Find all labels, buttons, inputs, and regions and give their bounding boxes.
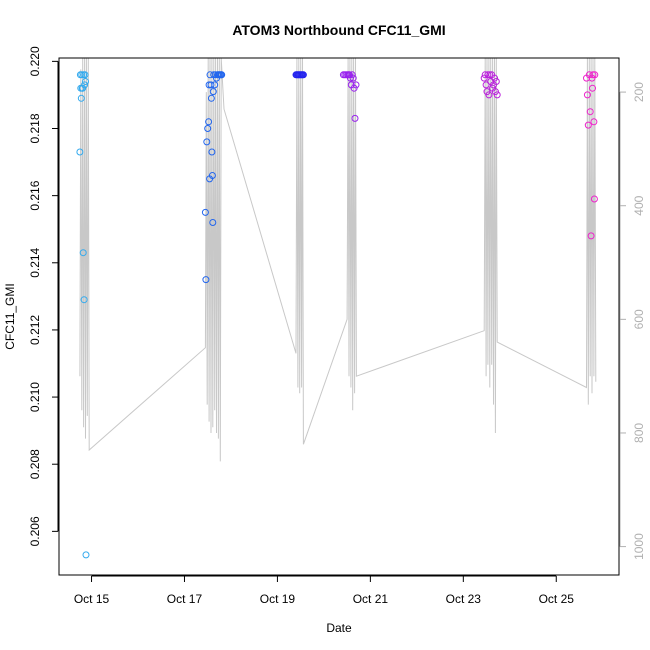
data-point xyxy=(209,219,217,226)
right-tick-label: 800 xyxy=(632,423,646,443)
plot-frame xyxy=(58,57,620,576)
data-point xyxy=(211,81,219,89)
data-point xyxy=(586,108,594,116)
pressure-line xyxy=(79,57,597,462)
series-group xyxy=(292,71,307,79)
data-point xyxy=(348,71,356,79)
y-tick-label: 0.214 xyxy=(28,247,42,277)
series-group xyxy=(583,71,599,240)
data-point xyxy=(591,71,599,79)
x-tick-label: Oct 25 xyxy=(539,592,575,606)
right-axis: 200 400 600 800 1000 xyxy=(619,82,646,560)
data-point xyxy=(491,74,498,82)
data-point xyxy=(205,118,213,126)
data-point xyxy=(485,91,493,99)
data-point xyxy=(81,81,89,89)
chart-title: ATOM3 Northbound CFC11_GMI xyxy=(232,22,445,38)
series-group xyxy=(201,71,226,284)
y-axis: 0.206 0.208 0.210 0.212 0.214 0.216 0.218 0.220 xyxy=(28,46,59,546)
y-tick-label: 0.212 xyxy=(28,315,42,345)
data-point xyxy=(590,195,598,203)
data-point xyxy=(207,94,215,102)
y-tick-label: 0.220 xyxy=(28,46,42,76)
data-point xyxy=(486,71,494,79)
data-point xyxy=(81,71,89,79)
series-group xyxy=(339,71,360,122)
data-point xyxy=(589,84,596,92)
y-tick-label: 0.208 xyxy=(28,449,42,479)
data-point xyxy=(584,121,592,129)
data-point xyxy=(202,276,210,284)
x-tick-label: Oct 15 xyxy=(74,592,110,606)
series-group xyxy=(76,71,90,559)
data-point xyxy=(583,91,591,99)
x-tick-label: Oct 21 xyxy=(353,592,389,606)
data-point xyxy=(203,138,211,146)
x-axis-label: Date xyxy=(326,621,352,635)
data-point xyxy=(80,296,88,304)
data-point xyxy=(590,118,598,126)
data-point xyxy=(82,551,90,559)
data-point xyxy=(208,148,216,156)
data-point xyxy=(484,71,492,79)
data-point xyxy=(346,74,354,82)
data-point xyxy=(349,74,357,82)
data-point xyxy=(76,148,84,156)
y-tick-label: 0.206 xyxy=(28,516,42,546)
data-point xyxy=(482,81,490,89)
y-tick-label: 0.210 xyxy=(28,382,42,412)
data-point xyxy=(207,81,215,89)
y-tick-label: 0.216 xyxy=(28,180,42,210)
y-axis-label: CFC11_GMI xyxy=(3,283,17,349)
data-point xyxy=(204,125,212,132)
data-point xyxy=(77,94,85,102)
series-group xyxy=(480,71,501,99)
right-tick-label: 400 xyxy=(632,195,646,215)
x-tick-label: Oct 23 xyxy=(446,592,482,606)
right-tick-label: 1000 xyxy=(632,533,646,560)
x-tick-label: Oct 17 xyxy=(167,592,203,606)
data-point xyxy=(491,88,499,96)
right-tick-label: 200 xyxy=(632,82,646,102)
data-point xyxy=(352,81,360,89)
data-point xyxy=(493,91,501,99)
data-point xyxy=(201,208,209,216)
data-point xyxy=(218,71,226,79)
x-axis: Oct 15 Oct 17 Oct 19 Oct 21 Oct 23 Oct 25 xyxy=(74,575,575,606)
data-point xyxy=(209,88,217,96)
x-tick-label: Oct 19 xyxy=(260,592,296,606)
data-point xyxy=(79,249,87,257)
data-points xyxy=(76,71,599,559)
data-point xyxy=(587,232,595,240)
data-point xyxy=(299,71,307,79)
pressure-series xyxy=(79,57,597,462)
data-point xyxy=(208,172,216,179)
data-point xyxy=(351,114,359,122)
data-point xyxy=(492,78,500,85)
data-point xyxy=(82,78,89,85)
y-tick-label: 0.218 xyxy=(28,113,42,143)
right-tick-label: 600 xyxy=(632,309,646,329)
